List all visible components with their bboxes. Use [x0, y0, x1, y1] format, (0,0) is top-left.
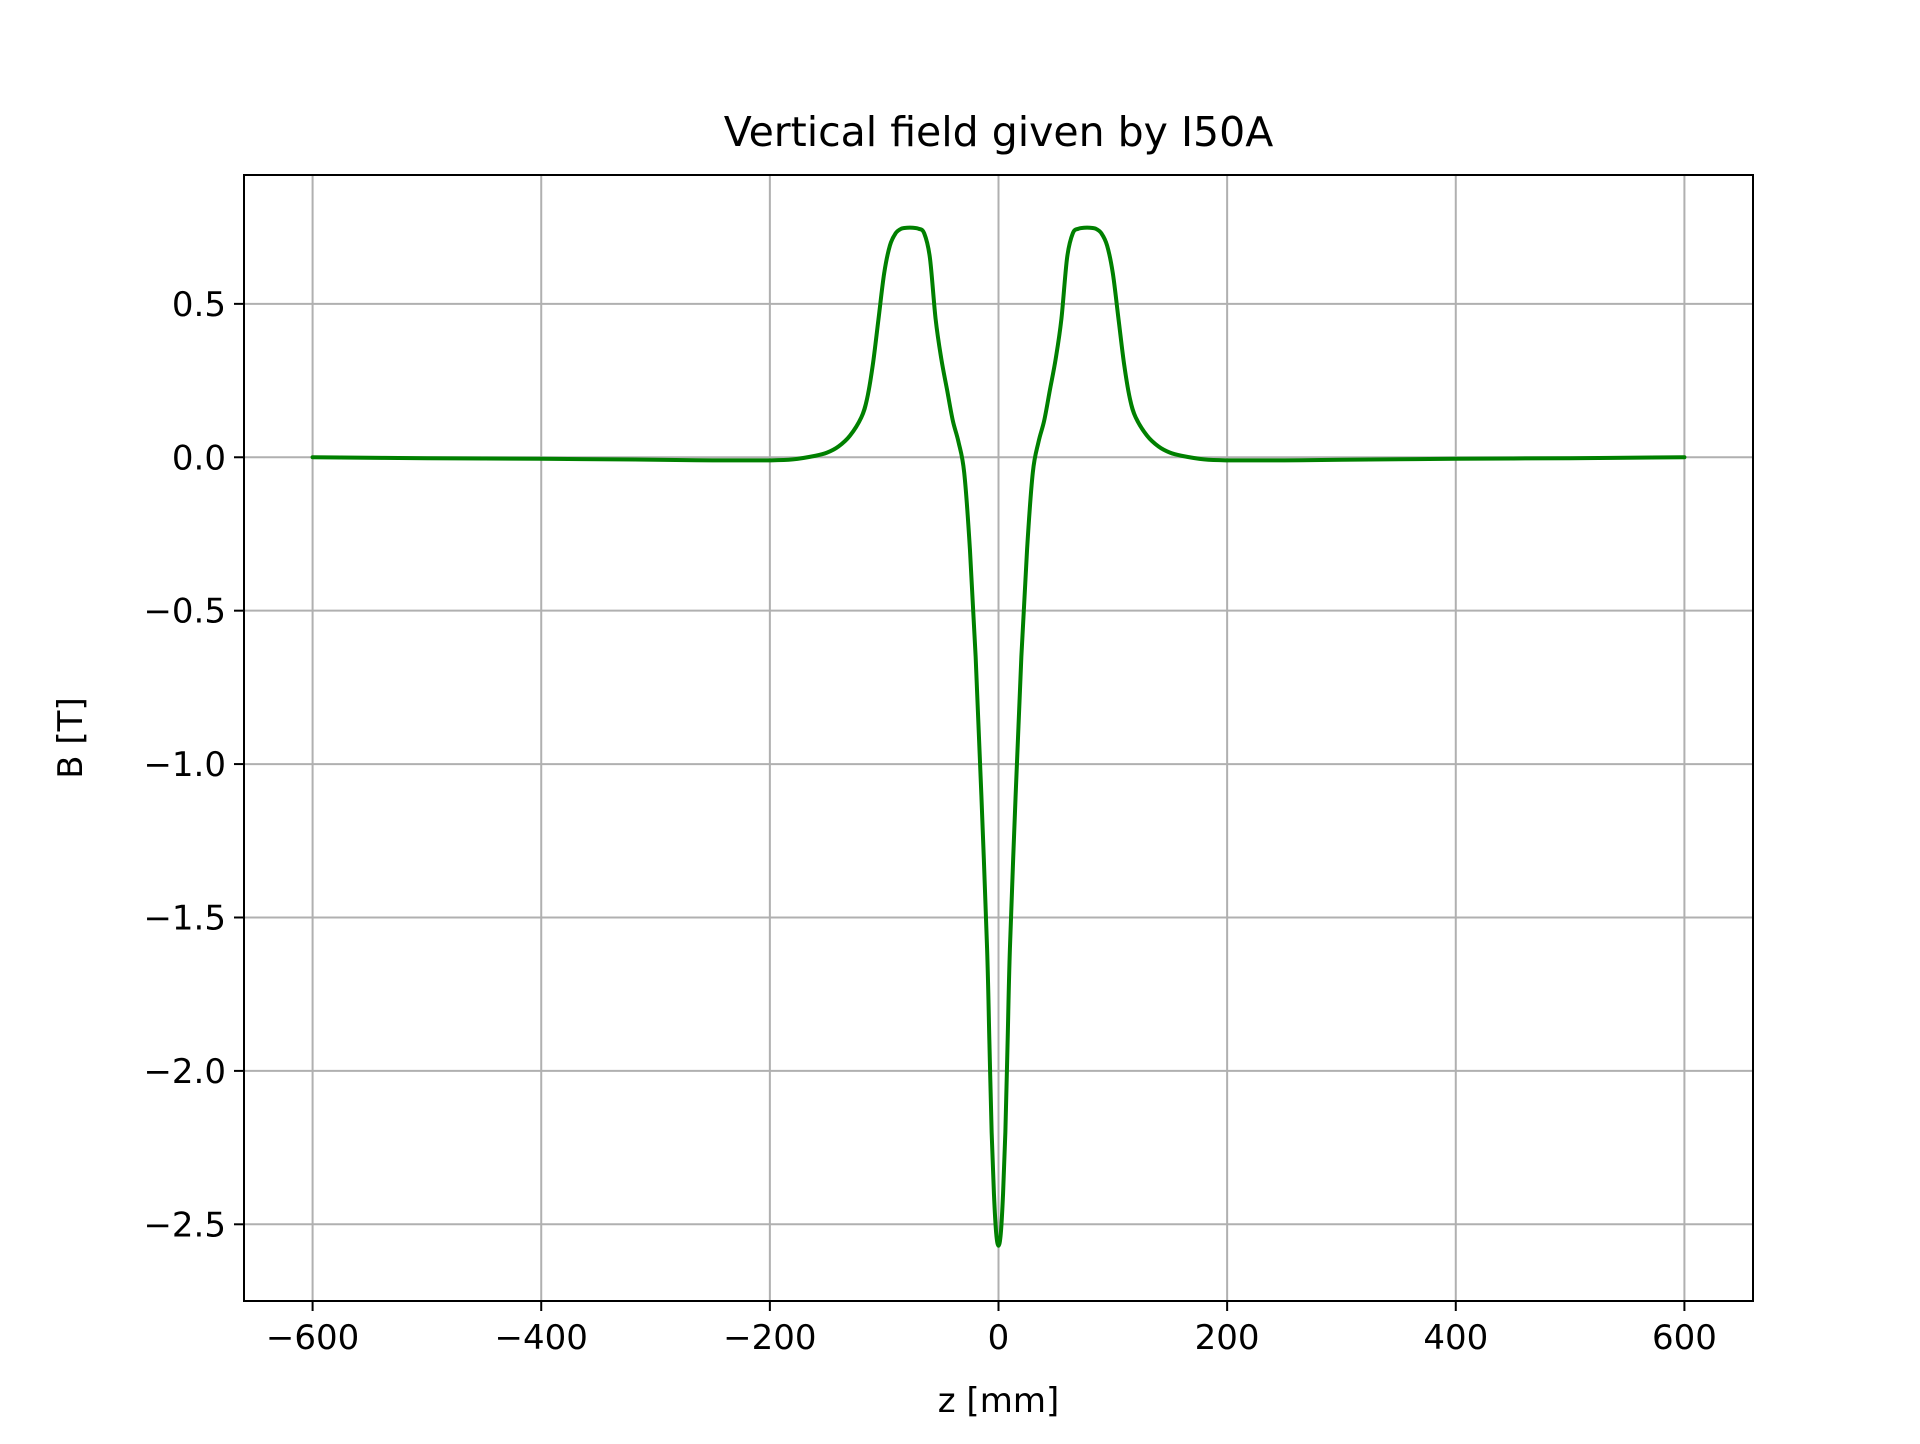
x-tick-label: 0 [988, 1318, 1010, 1358]
x-tick-label: −200 [723, 1318, 816, 1358]
y-tick-label: −1.0 [143, 745, 226, 785]
y-tick-label: −2.0 [143, 1052, 226, 1092]
x-axis-label: z [mm] [938, 1381, 1059, 1421]
series-layer [310, 225, 1687, 1248]
chart-title: Vertical field given by I50A [724, 108, 1274, 156]
x-tick-label: 600 [1652, 1318, 1717, 1358]
y-tick-label: −2.5 [143, 1205, 226, 1245]
x-tick-label: −600 [266, 1318, 359, 1358]
y-axis-label: B [T] [51, 697, 91, 778]
y-tick-label: −0.5 [143, 592, 226, 632]
x-tick-label: −400 [495, 1318, 588, 1358]
y-tick-label: −1.5 [143, 898, 226, 938]
x-tick-label: 200 [1195, 1318, 1260, 1358]
x-tick-label: 400 [1423, 1318, 1488, 1358]
ticks: −600 −400 −200 0 200 400 600 0.5 0.0 −0.5 −1.0 −1.5… [143, 285, 1716, 1358]
y-tick-label: 0.5 [172, 285, 226, 325]
y-tick-label: 0.0 [172, 438, 226, 478]
series-line [310, 225, 1687, 1248]
